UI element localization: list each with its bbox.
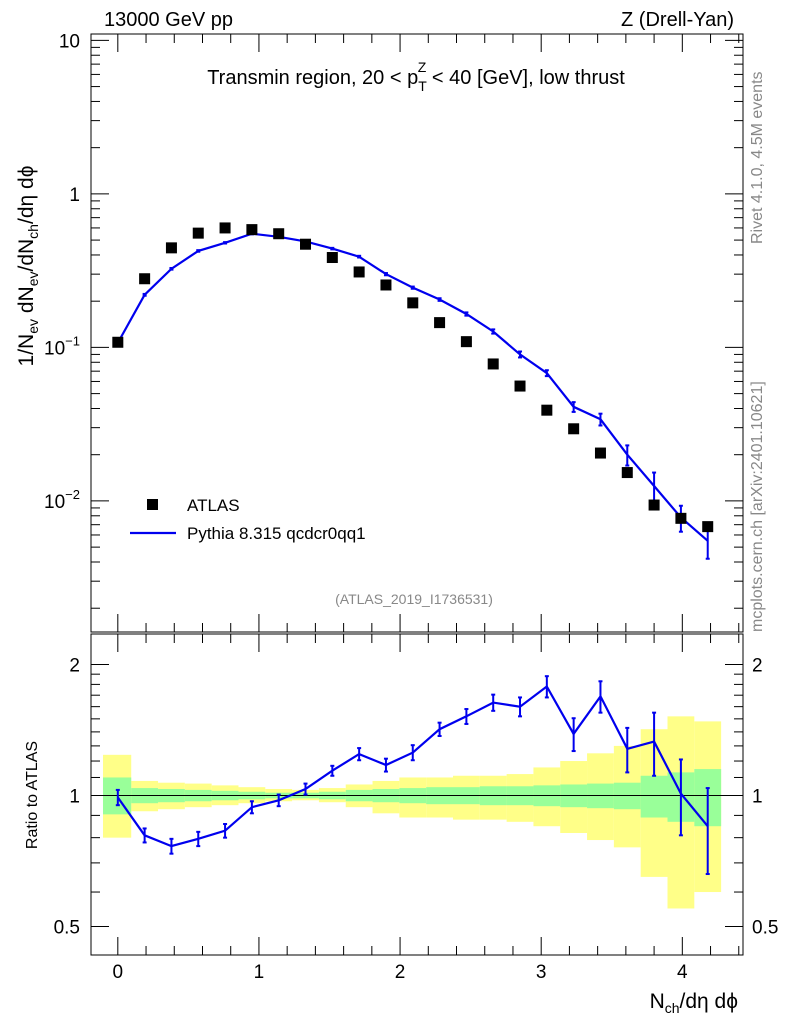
ylabel-d: /dη dϕ	[15, 166, 38, 224]
atlas-data-point	[514, 380, 526, 392]
main-panel: 10−2 10−1 1 10 Transmin region, 20 < pTZ < …	[15, 31, 744, 633]
x-tick-label: 2	[395, 962, 406, 983]
ratio-plot-area	[91, 675, 743, 909]
uncertainty-band-inner	[640, 775, 668, 818]
atlas-data-point	[326, 252, 338, 264]
atlas-data-point	[246, 224, 258, 236]
title-sup: Z	[418, 59, 427, 75]
ratio-line	[116, 684, 709, 848]
atlas-data-point	[300, 238, 312, 250]
ratio-axes: 0.5 0.5 1 1 2 2 0 1 2 3 4	[54, 634, 778, 983]
atlas-data-point	[139, 273, 151, 285]
atlas-data-point	[460, 336, 472, 348]
atlas-data-point	[112, 336, 124, 348]
atlas-data-point	[192, 227, 204, 239]
atlas-data-point	[434, 317, 446, 329]
ratio-ytick-label-right: 0.5	[752, 917, 778, 938]
atlas-data-point	[165, 242, 177, 254]
title-after: < 40 [GeV], low thrust	[426, 67, 625, 89]
atlas-data-point	[273, 228, 285, 240]
main-ytick-label: 10−1	[44, 333, 80, 359]
rivet-label: Rivet 4.1.0, 4.5M events	[749, 71, 766, 244]
atlas-data-point	[702, 521, 714, 533]
atlas-data-point	[487, 358, 499, 370]
ratio-ylabel: Ratio to ATLAS	[24, 741, 41, 849]
header-right: Z (Drell-Yan)	[621, 9, 734, 31]
x-tick-label: 0	[113, 962, 124, 983]
atlas-data-point	[621, 467, 633, 479]
main-plot-area	[112, 222, 714, 560]
xlabel-a-sub: ch	[665, 1000, 680, 1016]
x-tick-label: 3	[536, 962, 547, 983]
ylabel-a-sub: ev	[25, 319, 41, 334]
ylabel-a: 1/N	[15, 334, 38, 367]
main-axes: 10−2 10−1 1 10	[44, 31, 743, 632]
x-tick-label: 1	[254, 962, 265, 983]
ylabel-c: /dN	[15, 239, 38, 272]
atlas-data-point	[648, 499, 660, 511]
ylabel-c-sub: ch	[25, 224, 41, 239]
atlas-data-point	[675, 512, 687, 524]
xlabel-b: /dη dϕ	[680, 990, 738, 1013]
ratio-ytick-label-left: 0.5	[54, 917, 80, 938]
ratio-ytick-label-right: 1	[752, 786, 763, 807]
atlas-data-point	[380, 279, 392, 291]
main-ylabel: 1/Nev dNev/dNch/dη dϕ	[15, 166, 41, 367]
title-sub: T	[418, 78, 427, 94]
mc-line	[116, 232, 709, 542]
main-frame	[90, 33, 744, 633]
ratio-ytick-label-left: 2	[69, 655, 80, 676]
legend-mc-label: Pythia 8.315 qcdcr0qq1	[187, 524, 366, 543]
legend-data-marker	[147, 499, 158, 510]
mcplots-label: mcplots.cern.ch [arXiv:2401.10621]	[749, 381, 766, 632]
atlas-data-point	[353, 266, 365, 278]
xlabel-a: N	[650, 990, 665, 1013]
ylabel-b-sub: ev	[25, 271, 41, 286]
main-title: Transmin region, 20 < pTZ < 40 [GeV], lo…	[207, 59, 625, 94]
main-ytick-label: 10	[59, 31, 80, 52]
legend-data-label: ATLAS	[187, 496, 240, 515]
ylabel-b: dN	[15, 286, 38, 319]
main-ytick-label: 10−2	[44, 487, 80, 513]
ratio-frame	[90, 633, 744, 956]
atlas-data-point	[541, 404, 553, 416]
title-before: Transmin region, 20 < p	[207, 67, 418, 89]
ratio-panel: 0.5 0.5 1 1 2 2 0 1 2 3 4 Ratio to ATLAS Nch/dη dϕ	[24, 633, 778, 1016]
x-axis-label: Nch/dη dϕ	[650, 990, 738, 1016]
ratio-ytick-label-left: 1	[69, 786, 80, 807]
legend: ATLAS Pythia 8.315 qcdcr0qq1	[130, 496, 366, 543]
atlas-data-point	[594, 447, 606, 459]
atlas-data-point	[568, 423, 580, 435]
main-ytick-label: 1	[69, 185, 80, 206]
ratio-ytick-label-right: 2	[752, 655, 763, 676]
header-left: 13000 GeV pp	[104, 9, 233, 31]
atlas-data-point	[219, 222, 231, 234]
analysis-watermark: (ATLAS_2019_I1736531)	[335, 591, 493, 607]
x-tick-label: 4	[677, 962, 688, 983]
atlas-data-point	[407, 297, 419, 309]
